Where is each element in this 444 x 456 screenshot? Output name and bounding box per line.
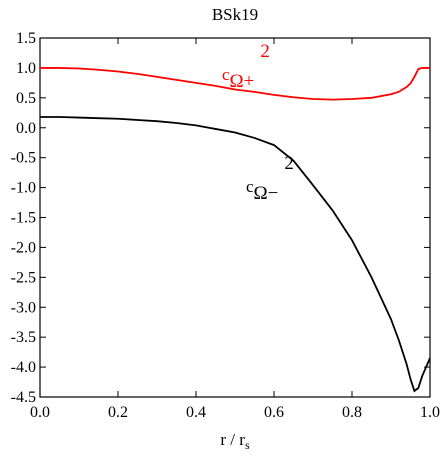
line <box>40 116 431 393</box>
line <box>40 67 430 101</box>
y-tick-label: -1.0 <box>11 180 36 197</box>
line-label-sup: 2 <box>284 153 294 174</box>
y-tick-label: -3.5 <box>11 329 36 346</box>
line-label-sup: 2 <box>260 41 270 62</box>
y-tick-label: -2.5 <box>11 269 36 286</box>
x-tick-label: 1.0 <box>420 404 440 421</box>
line-label-base: c <box>246 177 254 196</box>
x-tick-label: 0.0 <box>30 404 50 421</box>
line-label: cΩ+2 <box>222 41 270 92</box>
y-tick-label: -2.0 <box>11 239 36 256</box>
x-axis-label-sub: s <box>245 438 250 452</box>
x-tick-label: 0.4 <box>186 404 206 421</box>
y-tick-label: 0.5 <box>16 90 36 107</box>
y-tick-label: -1.5 <box>11 210 36 227</box>
y-tick-label: 0.0 <box>16 120 36 137</box>
y-tick-label: -4.5 <box>11 389 36 406</box>
y-tick-label: -4.0 <box>11 359 36 376</box>
line-label-base: c <box>222 65 230 84</box>
line-label-sub: Ω− <box>254 183 279 204</box>
x-tick-label: 0.6 <box>264 404 284 421</box>
line-label-sub: Ω+ <box>230 71 255 92</box>
y-tick-label: 1.0 <box>16 60 36 77</box>
x-axis-label: r / rs <box>220 430 250 452</box>
chart-title: BSk19 <box>212 5 258 24</box>
x-axis-label-base: r / r <box>220 430 245 449</box>
line-label: cΩ−2 <box>246 153 294 204</box>
x-tick-label: 0.8 <box>342 404 362 421</box>
x-tick-label: 0.2 <box>108 404 128 421</box>
y-tick-label: -0.5 <box>11 150 36 167</box>
y-tick-label: 1.5 <box>16 30 36 47</box>
y-tick-label: -3.0 <box>11 299 36 316</box>
